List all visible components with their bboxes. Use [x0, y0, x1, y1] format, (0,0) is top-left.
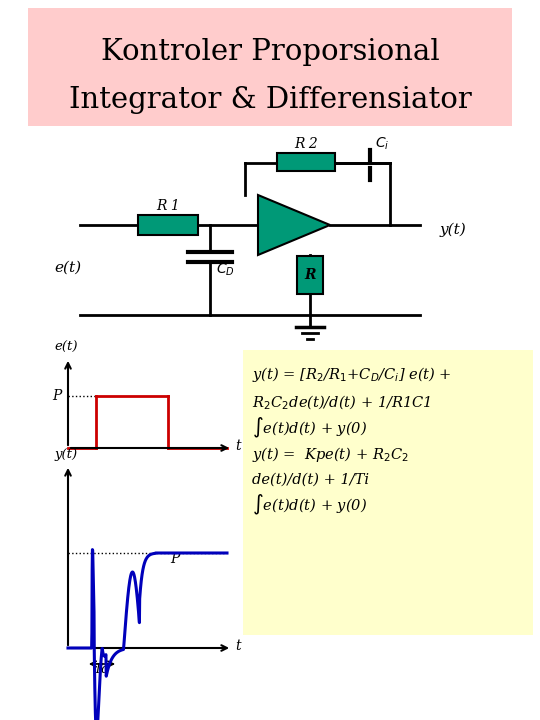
Text: e(t): e(t): [55, 261, 82, 275]
Text: y(t): y(t): [55, 448, 78, 461]
Text: t: t: [235, 439, 241, 453]
Text: R: R: [304, 268, 316, 282]
Text: $\int$e(t)d(t) + y(0): $\int$e(t)d(t) + y(0): [252, 416, 367, 440]
Text: R 2: R 2: [294, 137, 318, 151]
Bar: [28, 8, 512, 126]
Text: Kontroler Proporsional: Kontroler Proporsional: [100, 38, 440, 66]
Text: de(t)/d(t) + 1/Ti: de(t)/d(t) + 1/Ti: [252, 473, 369, 487]
Bar: [138, 215, 198, 235]
Text: P: P: [52, 389, 62, 403]
Text: P: P: [170, 552, 180, 566]
Text: y(t) =  Kpe(t) + R$_2$C$_2$: y(t) = Kpe(t) + R$_2$C$_2$: [252, 446, 409, 464]
Text: $\int$e(t)d(t) + y(0): $\int$e(t)d(t) + y(0): [252, 493, 367, 517]
Text: Integrator & Differensiator: Integrator & Differensiator: [69, 86, 471, 114]
Bar: [297, 256, 323, 294]
Bar: [277, 153, 335, 171]
Text: y(t): y(t): [440, 222, 467, 237]
Text: y(t) = [R$_2$/R$_1$+C$_D$/C$_i$] e(t) +: y(t) = [R$_2$/R$_1$+C$_D$/C$_i$] e(t) +: [252, 366, 451, 384]
Text: $C_D$: $C_D$: [216, 262, 235, 278]
Text: e(t): e(t): [54, 341, 78, 354]
Text: Td: Td: [94, 663, 110, 676]
Text: R$_2$C$_2$de(t)/d(t) + 1/R1C1: R$_2$C$_2$de(t)/d(t) + 1/R1C1: [252, 394, 431, 412]
Text: t: t: [235, 639, 241, 653]
Text: R 1: R 1: [156, 199, 180, 213]
Bar: [243, 350, 533, 635]
Polygon shape: [258, 195, 330, 255]
Text: $C_i$: $C_i$: [375, 136, 389, 152]
